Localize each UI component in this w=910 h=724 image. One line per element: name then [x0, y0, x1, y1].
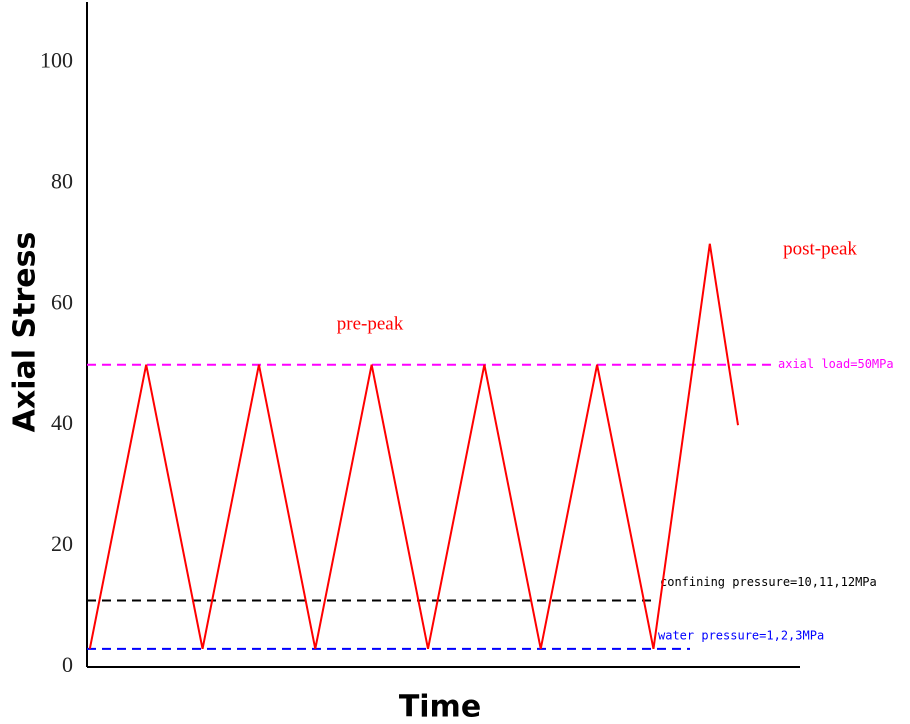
y-tick-label: 20	[51, 531, 73, 556]
y-tick-label: 40	[51, 410, 73, 435]
x-axis-title: Time	[399, 690, 481, 724]
y-tick-label: 60	[51, 289, 73, 314]
y-tick-label: 100	[40, 48, 73, 73]
y-tick-label: 0	[62, 652, 73, 677]
reference-label: confining pressure=10,11,12MPa	[660, 575, 877, 589]
reference-label: water pressure=1,2,3MPa	[658, 628, 824, 642]
y-tick-label: 80	[51, 168, 73, 193]
y-axis-title: Axial Stress	[8, 232, 43, 433]
reference-label: axial load=50MPa	[778, 357, 894, 371]
annotation: post-peak	[783, 238, 857, 259]
stress-line	[88, 243, 739, 650]
annotation: pre-peak	[337, 313, 404, 334]
